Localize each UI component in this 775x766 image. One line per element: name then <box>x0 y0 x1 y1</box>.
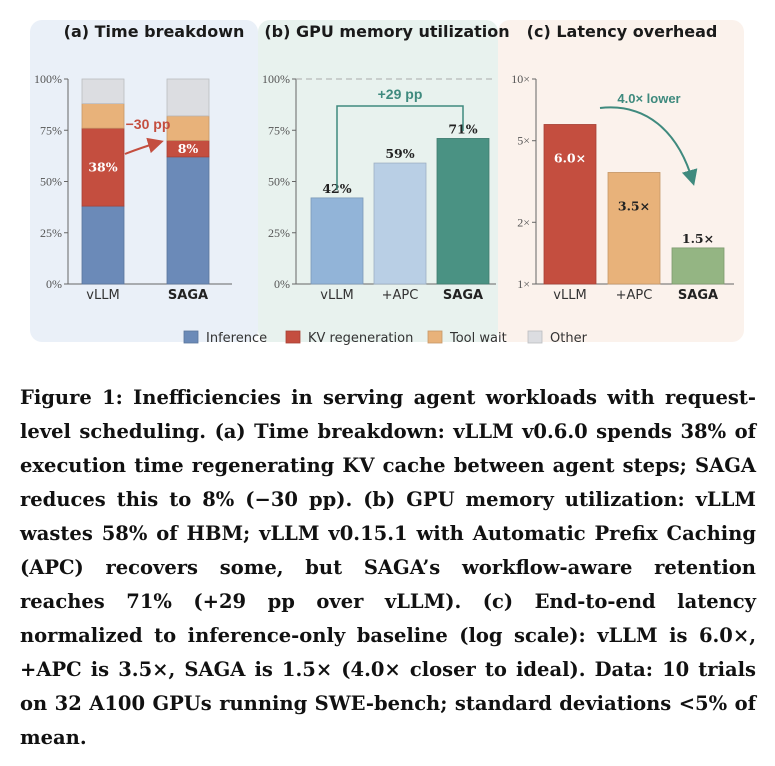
panel-c-title: (c) Latency overhead <box>527 22 718 41</box>
bar-segment <box>166 115 210 141</box>
legend-swatch <box>527 330 543 344</box>
legend-swatch <box>285 330 301 344</box>
reduction-arrow <box>124 137 164 155</box>
legend-label: KV regeneration <box>308 331 413 346</box>
y-tick-label: 50% <box>268 175 290 189</box>
value-label: 6.0× <box>554 150 586 165</box>
y-tick-label: 100% <box>262 72 290 86</box>
panel-c-annotation: 4.0× lower <box>599 91 698 186</box>
x-tick-label: +APC <box>616 288 653 303</box>
panel-b-annotation: +29 pp <box>336 86 464 190</box>
bar-segment <box>81 103 125 129</box>
panel-a-chart: 0% 25% 50% 75% 100% 38% 8% vLLM SAGA <box>34 72 232 303</box>
legend-label: Inference <box>206 331 267 346</box>
bar-segment <box>81 78 125 105</box>
data-label: 8% <box>178 141 199 156</box>
bar <box>310 197 364 285</box>
legend-swatch <box>183 330 199 344</box>
y-tick-label: 2× <box>517 215 530 229</box>
panel-b-title: (b) GPU memory utilization <box>264 22 509 41</box>
x-tick-label: SAGA <box>678 288 718 303</box>
panel-a-annotation: −30 pp <box>124 116 171 155</box>
bar <box>671 247 725 285</box>
legend-swatch <box>427 330 443 344</box>
legend-label: Tool wait <box>449 331 507 346</box>
bar <box>543 124 597 285</box>
y-tick-label: 75% <box>268 123 290 137</box>
bar <box>607 172 661 285</box>
latency-label: 4.0× lower <box>617 91 680 106</box>
y-tick-label: 5× <box>517 134 530 148</box>
y-tick-label: 10× <box>511 72 530 86</box>
figure-caption: Figure 1: Inefficiencies in serving agen… <box>20 386 756 749</box>
x-tick-label: vLLM <box>553 288 586 303</box>
improvement-bracket <box>336 105 464 190</box>
panel-a-title: (a) Time breakdown <box>64 22 245 41</box>
bar-segment <box>166 78 210 117</box>
y-tick-label: 25% <box>40 226 62 240</box>
improvement-label: +29 pp <box>378 86 423 102</box>
y-tick-label: 1× <box>517 277 530 291</box>
x-tick-label: vLLM <box>320 288 353 303</box>
data-label: 38% <box>88 160 117 175</box>
bar <box>373 162 427 285</box>
x-tick-label: +APC <box>382 288 419 303</box>
y-tick-label: 75% <box>40 123 62 137</box>
bar <box>436 138 490 285</box>
panel-b-chart: 0%25%50%75%100%42%59%71%vLLM +APC SAGA <box>262 72 496 303</box>
x-tick-label: SAGA <box>168 288 208 303</box>
value-label: 1.5× <box>682 231 714 246</box>
bar-segment <box>81 205 125 285</box>
y-tick-label: 0% <box>46 277 62 291</box>
y-tick-label: 0% <box>274 277 290 291</box>
y-tick-label: 100% <box>34 72 62 86</box>
x-tick-label: vLLM <box>86 288 119 303</box>
latency-arrow <box>599 106 698 186</box>
y-tick-label: 25% <box>268 226 290 240</box>
y-tick-label: 50% <box>40 175 62 189</box>
x-tick-label: SAGA <box>443 288 483 303</box>
legend-label: Other <box>550 331 588 346</box>
reduction-label: −30 pp <box>126 116 171 132</box>
bar-segment <box>166 156 210 285</box>
value-label: 3.5× <box>618 198 650 213</box>
panel-c-chart: 1× 2× 5× 10× 6.0× 3.5× 1.5× vLLM +APC SAGA <box>511 72 734 303</box>
legend: Inference KV regeneration Tool wait Other <box>183 330 588 346</box>
value-label: 59% <box>385 146 414 161</box>
